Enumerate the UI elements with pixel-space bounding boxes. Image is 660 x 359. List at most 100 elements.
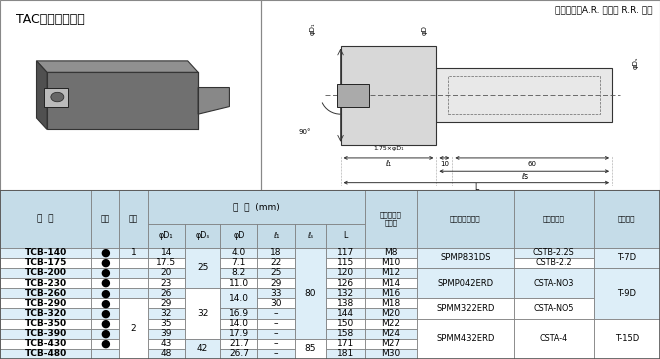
Text: 25: 25 (197, 264, 209, 272)
Bar (91, 288, 119, 298)
Bar (514, 288, 593, 298)
Text: 締付けねじ: 締付けねじ (543, 216, 565, 222)
Bar (119, 349, 148, 359)
Bar (416, 298, 514, 318)
Text: 使用インサート: 使用インサート (450, 216, 480, 222)
Text: 33: 33 (271, 289, 282, 298)
Text: SPMM322ERD: SPMM322ERD (436, 304, 494, 313)
Text: ℓs: ℓs (521, 172, 528, 181)
Bar (514, 258, 593, 268)
Bar (366, 288, 416, 298)
Bar (91, 190, 119, 248)
Text: φD₁: φD₁ (159, 231, 174, 240)
Bar (366, 349, 416, 359)
Text: TCB-260: TCB-260 (24, 289, 67, 298)
Text: 117: 117 (337, 248, 354, 257)
Bar (514, 298, 593, 318)
Text: φD₁: φD₁ (310, 23, 315, 35)
Text: L: L (474, 183, 478, 192)
Bar (416, 318, 514, 328)
Text: M12: M12 (381, 269, 401, 278)
Bar (0, 248, 91, 258)
Bar (257, 258, 294, 268)
Text: 4.0: 4.0 (232, 248, 246, 257)
Text: TCB-390: TCB-390 (24, 329, 67, 338)
Text: ●: ● (100, 339, 110, 349)
Bar (366, 278, 416, 288)
Text: 14: 14 (160, 248, 172, 257)
Bar (416, 318, 514, 359)
Bar (327, 328, 366, 339)
Bar (0, 258, 91, 268)
Bar (257, 224, 294, 248)
Bar (185, 318, 220, 328)
Text: –: – (274, 319, 279, 328)
Bar (0, 298, 91, 308)
Text: T-7D: T-7D (617, 253, 636, 262)
Bar (593, 328, 660, 339)
Text: 115: 115 (337, 258, 354, 267)
Text: 30: 30 (271, 299, 282, 308)
Bar (416, 328, 514, 339)
Bar (514, 190, 593, 248)
Bar (327, 258, 366, 268)
Bar (220, 288, 257, 298)
Text: 120: 120 (337, 269, 354, 278)
Bar (593, 258, 660, 268)
Text: TCB-350: TCB-350 (24, 319, 67, 328)
Bar (185, 268, 220, 278)
Bar (257, 328, 294, 339)
Bar (0, 339, 91, 349)
Bar (341, 46, 436, 145)
Text: 29: 29 (160, 299, 172, 308)
Bar (514, 318, 593, 359)
Text: ℓ₁: ℓ₁ (273, 231, 279, 240)
Bar (148, 278, 185, 288)
Text: M20: M20 (381, 309, 401, 318)
Text: 26.7: 26.7 (229, 349, 249, 358)
Bar (91, 248, 119, 258)
Text: 23: 23 (160, 279, 172, 288)
Bar (593, 190, 660, 248)
Text: TCB-320: TCB-320 (24, 309, 67, 318)
Text: SPMP831DS: SPMP831DS (440, 253, 490, 262)
Bar (185, 339, 220, 349)
Bar (593, 278, 660, 288)
Text: 171: 171 (337, 339, 354, 348)
Bar (294, 339, 327, 359)
Bar (294, 248, 327, 258)
Text: TCB-290: TCB-290 (24, 299, 67, 308)
Bar (220, 328, 257, 339)
Bar (148, 248, 185, 258)
Bar (514, 268, 593, 278)
Bar (119, 278, 148, 288)
Bar (514, 339, 593, 349)
Text: 18: 18 (271, 248, 282, 257)
Bar (220, 248, 257, 258)
Text: ●: ● (100, 329, 110, 339)
Bar (220, 288, 257, 308)
Text: ●: ● (100, 268, 110, 278)
Bar (220, 298, 257, 308)
Bar (327, 298, 366, 308)
Bar (148, 308, 185, 318)
Text: φDₛ: φDₛ (633, 57, 639, 70)
Bar (119, 190, 148, 248)
Bar (294, 268, 327, 278)
Bar (91, 339, 119, 349)
Bar (593, 268, 660, 318)
Bar (337, 84, 368, 107)
Text: TCB-200: TCB-200 (24, 269, 67, 278)
Bar (366, 298, 416, 308)
Text: 126: 126 (337, 279, 354, 288)
Text: –: – (274, 349, 279, 358)
Text: –: – (274, 329, 279, 338)
Bar (294, 258, 327, 268)
Bar (185, 248, 220, 258)
Bar (327, 318, 366, 328)
Bar (91, 349, 119, 359)
Bar (366, 258, 416, 268)
Bar (514, 318, 593, 328)
Bar (148, 268, 185, 278)
Text: 1: 1 (131, 248, 137, 257)
